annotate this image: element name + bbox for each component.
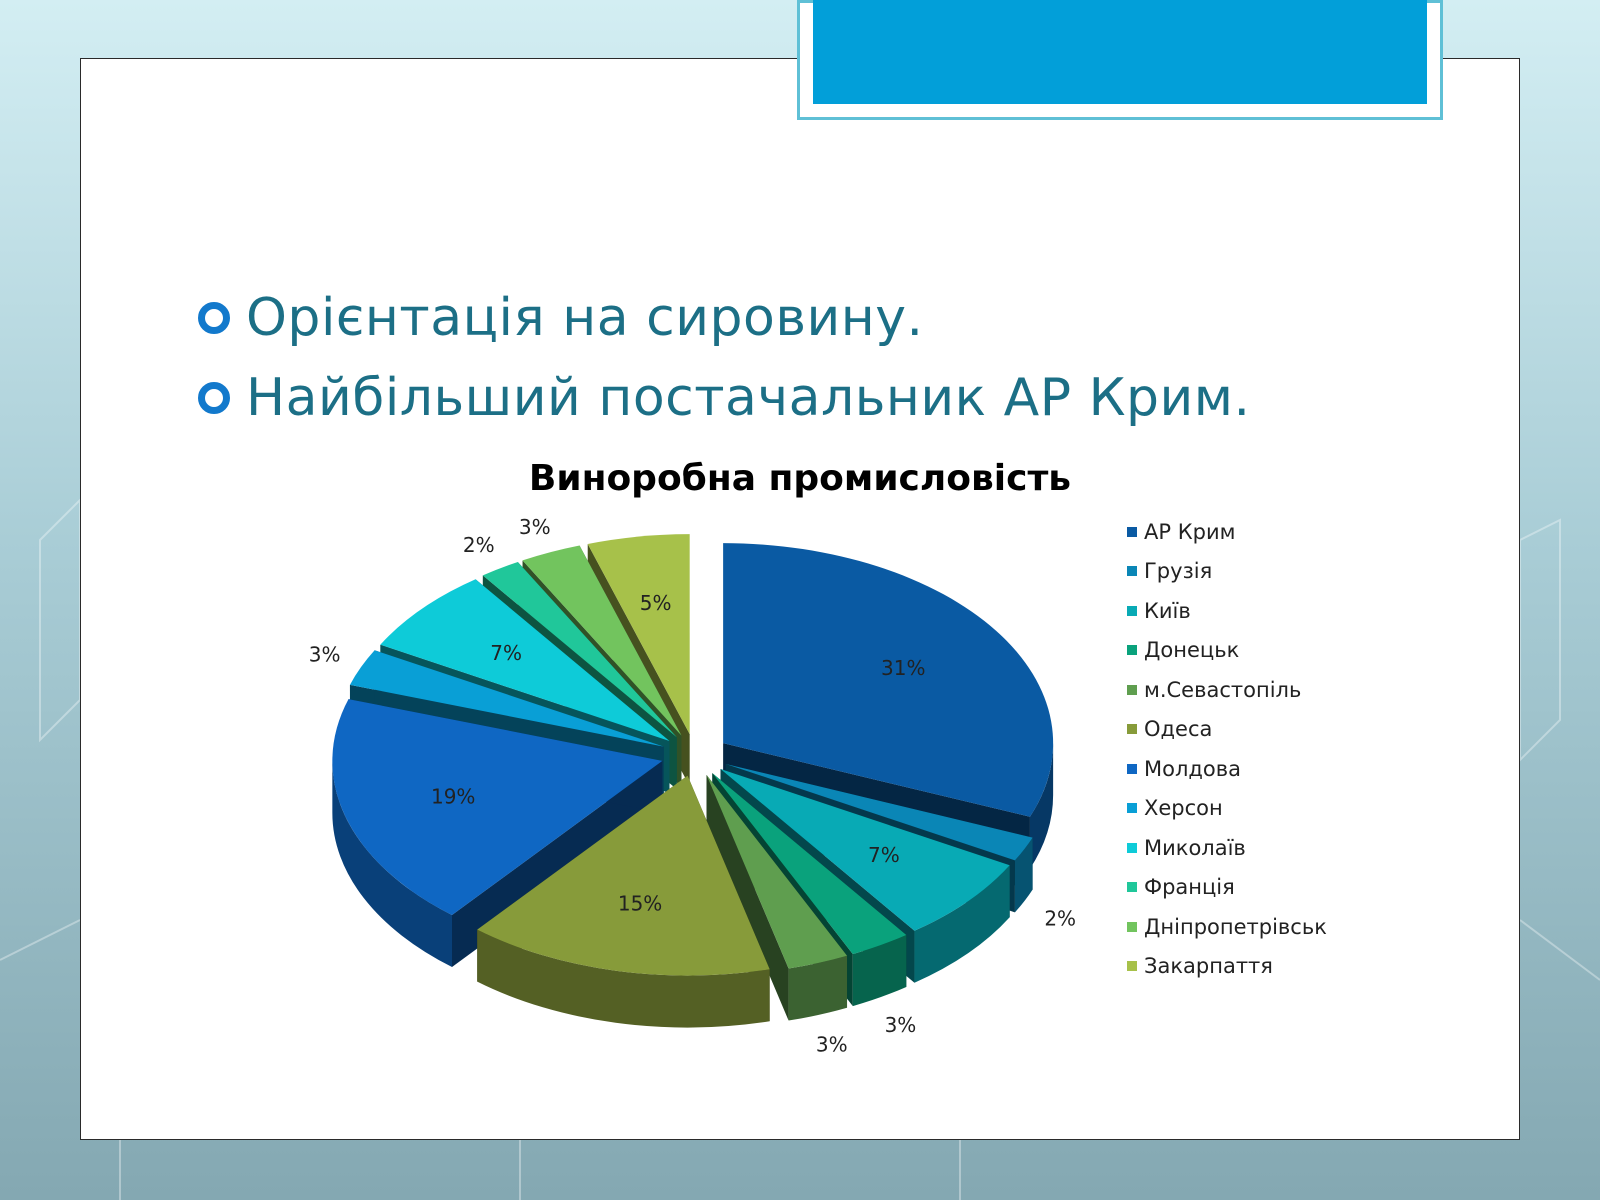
legend-item-10: Франція bbox=[1127, 868, 1327, 908]
pie-data-label-10: 2% bbox=[463, 533, 495, 557]
pie-slice-11 bbox=[522, 545, 682, 736]
pie-slice-7 bbox=[332, 699, 663, 915]
pie-slice-10 bbox=[482, 561, 677, 738]
bullet-text-2: Найбільший постачальник АР Крим. bbox=[246, 368, 1251, 428]
legend-label: Дніпропетрівськ bbox=[1144, 914, 1327, 939]
legend-swatch-icon bbox=[1127, 921, 1137, 932]
pie-slice-rim bbox=[1014, 837, 1033, 913]
legend-label: Грузія bbox=[1144, 559, 1213, 584]
legend-item-4: Донецьк bbox=[1127, 631, 1327, 671]
legend-swatch-icon bbox=[1127, 566, 1137, 577]
legend-label: Миколаїв bbox=[1144, 835, 1246, 860]
pie-labels: 31% 2% 7% 3% 3% 15% 19% 3% 7% 2% 3% 5% bbox=[309, 515, 1076, 1057]
legend-label: АР Крим bbox=[1144, 519, 1236, 544]
pie-data-label-4: 3% bbox=[885, 1013, 917, 1037]
pie-data-label-8: 3% bbox=[309, 643, 341, 667]
bullet-ring-icon bbox=[198, 382, 230, 414]
legend-label: Херсон bbox=[1144, 796, 1223, 821]
pie-slice-9 bbox=[380, 579, 670, 742]
pie-slice-4 bbox=[712, 773, 907, 955]
legend-swatch-icon bbox=[1127, 763, 1137, 774]
pie-slice-1 bbox=[723, 543, 1054, 817]
legend-item-7: Молдова bbox=[1127, 749, 1327, 789]
legend-item-5: м.Севастопіль bbox=[1127, 670, 1327, 710]
bullet-list: Орієнтація на сировину. Найбільший поста… bbox=[198, 278, 1251, 438]
pie-data-label-1: 31% bbox=[881, 656, 925, 680]
legend-swatch-icon bbox=[1127, 684, 1137, 695]
bullet-text-1: Орієнтація на сировину. bbox=[246, 288, 924, 348]
pie-slice-6 bbox=[477, 775, 770, 976]
legend-item-2: Грузія bbox=[1127, 552, 1327, 592]
pie-data-label-11: 3% bbox=[519, 515, 551, 539]
legend-label: Закарпаття bbox=[1144, 954, 1273, 979]
pie-slice-rim bbox=[1029, 743, 1054, 869]
legend-label: Франція bbox=[1144, 875, 1235, 900]
pie-data-label-12: 5% bbox=[640, 591, 672, 615]
pie-slice-rim bbox=[852, 934, 907, 1007]
pie-data-label-7: 19% bbox=[431, 785, 475, 809]
bullet-ring-icon bbox=[198, 302, 230, 334]
legend-item-3: Київ bbox=[1127, 591, 1327, 631]
pie-slice-8 bbox=[349, 650, 664, 747]
pie-data-label-9: 7% bbox=[490, 641, 522, 665]
legend-item-6: Одеса bbox=[1127, 710, 1327, 750]
pie-data-label-2: 2% bbox=[1044, 906, 1076, 930]
legend-swatch-icon bbox=[1127, 724, 1137, 735]
pie-slice-wall bbox=[706, 774, 789, 1021]
pie-slice-rim bbox=[332, 760, 453, 967]
pie-data-label-3: 7% bbox=[868, 843, 900, 867]
legend-swatch-icon bbox=[1127, 645, 1137, 656]
legend-label: Донецьк bbox=[1144, 638, 1240, 663]
legend-item-1: АР Крим bbox=[1127, 512, 1327, 552]
pie-slice-3 bbox=[720, 768, 1010, 931]
pie-tops bbox=[332, 534, 1054, 976]
legend-swatch-icon bbox=[1127, 961, 1137, 972]
legend-swatch-icon bbox=[1127, 605, 1137, 616]
legend-item-8: Херсон bbox=[1127, 789, 1327, 829]
legend-item-11: Дніпропетрівськ bbox=[1127, 907, 1327, 947]
pie-slice-2 bbox=[725, 763, 1033, 861]
legend-swatch-icon bbox=[1127, 882, 1137, 893]
chart-title: Виноробна промисловість bbox=[528, 458, 1072, 499]
legend-label: м.Севастопіль bbox=[1144, 677, 1302, 702]
pie-slice-5 bbox=[706, 774, 848, 969]
legend-item-12: Закарпаття bbox=[1127, 947, 1327, 987]
legend-label: Київ bbox=[1144, 598, 1191, 623]
legend-label: Молдова bbox=[1144, 756, 1242, 781]
chart-legend: АР Крим Грузія Київ Донецьк м.Севастопіль Оде… bbox=[1127, 512, 1327, 986]
pie-slice-rim bbox=[914, 865, 1010, 983]
bullet-item-1: Орієнтація на сировину. bbox=[198, 278, 1251, 358]
legend-swatch-icon bbox=[1127, 803, 1137, 814]
title-placeholder-fill bbox=[813, 0, 1427, 104]
bullet-item-2: Найбільший постачальник АР Крим. bbox=[198, 358, 1251, 438]
pie-slice-12 bbox=[587, 534, 690, 735]
legend-swatch-icon bbox=[1127, 526, 1137, 537]
legend-label: Одеса bbox=[1144, 717, 1213, 742]
pie-slice-rim bbox=[788, 955, 848, 1021]
pie-slice-rim bbox=[477, 929, 770, 1028]
pie-data-label-5: 3% bbox=[816, 1033, 848, 1057]
legend-item-9: Миколаїв bbox=[1127, 828, 1327, 868]
pie-data-label-6: 15% bbox=[618, 891, 662, 915]
legend-swatch-icon bbox=[1127, 842, 1137, 853]
